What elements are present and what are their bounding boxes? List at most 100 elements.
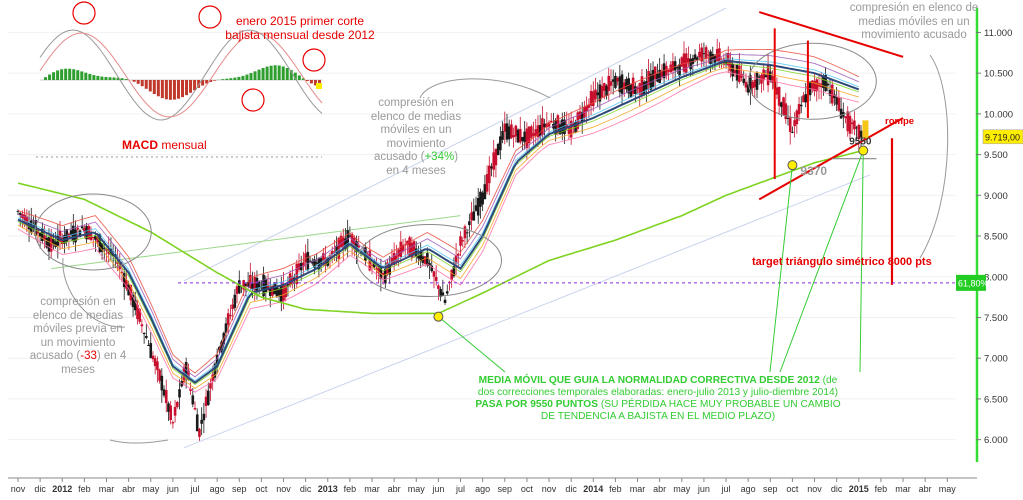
candle-body [767, 64, 770, 85]
macd-bar [278, 66, 281, 80]
left-compression-prefix: acusado ( [30, 350, 81, 362]
candle-body [424, 256, 427, 264]
macd-bar [270, 66, 273, 80]
candle-body [689, 59, 692, 69]
candle-body [238, 280, 241, 293]
macd-bar [56, 70, 59, 80]
candle-body [231, 304, 234, 309]
level-label: 61,80% [958, 278, 989, 288]
x-tick-label-21: ago [475, 484, 490, 494]
candle-body [437, 285, 440, 288]
candle-body [459, 236, 462, 245]
candle-body [541, 118, 544, 135]
x-tick-label-39: feb [875, 484, 888, 494]
candle-body [229, 315, 232, 316]
candle-body [174, 407, 177, 416]
candle-body [680, 57, 683, 66]
x-tick-label-35: oct [786, 484, 799, 494]
candle-body [780, 102, 783, 106]
candle-body [694, 54, 697, 59]
target-text: target triángulo simétrico 8000 pts [752, 256, 952, 269]
gray-leader-right [920, 55, 948, 258]
x-tick-label-20: jul [455, 484, 465, 494]
candle-body [804, 94, 807, 102]
x-tick-label-15: feb [344, 484, 357, 494]
candle-body [526, 129, 529, 149]
symmetric-triangle [178, 12, 955, 285]
candle-body [172, 422, 175, 423]
right-compression-line-1: compresión en elenco de [836, 2, 992, 16]
macd-bar [169, 80, 172, 100]
macd-bar [237, 77, 240, 80]
candle-body [782, 97, 785, 115]
candle-body [103, 248, 106, 249]
x-tick-label-32: jul [721, 484, 731, 494]
candle-body [276, 286, 279, 296]
macd-bar [249, 73, 252, 80]
macd-circle-3 [303, 49, 325, 71]
y-tick-label-2: 10.000 [984, 109, 1013, 120]
candle-body [665, 66, 668, 76]
candle-body [315, 262, 318, 264]
x-tick-label-23: oct [521, 484, 534, 494]
x-tick-label-40: mar [895, 484, 911, 494]
candle-body [731, 64, 734, 76]
candle-body [519, 129, 522, 142]
candle-body [517, 130, 520, 143]
x-tick-label-30: may [673, 484, 691, 494]
macd-bar [76, 70, 79, 80]
ma-note-rest-1: (de [820, 375, 838, 386]
macd-bar [225, 79, 228, 80]
candle-body [754, 80, 757, 87]
x-tick-label-25: dic [565, 484, 577, 494]
y-tick-label-7: 7.500 [984, 313, 1008, 324]
macd-bar [306, 80, 309, 81]
candle-body [141, 324, 144, 326]
macd-label: MACD mensual [122, 138, 232, 152]
candle-body [756, 73, 759, 90]
left-compression-line-4: un movimiento [20, 337, 136, 351]
candle-body [488, 166, 491, 184]
candle-body [532, 133, 535, 136]
x-tick-label-19: jun [431, 484, 444, 494]
x-tick-label-6: may [142, 484, 160, 494]
y-tick-label-8: 7.000 [984, 354, 1008, 365]
macd-bar [44, 77, 47, 80]
macd-bar [229, 78, 232, 80]
macd-bar [137, 80, 140, 84]
candle-body [667, 70, 670, 72]
x-tick-label-34: sep [763, 484, 778, 494]
candle-body [530, 126, 533, 137]
mid-compression-line-3: móviles en un [356, 124, 476, 138]
macd-bar [241, 76, 244, 80]
candle-body [605, 86, 608, 96]
candle-body [844, 116, 847, 118]
candle-body [676, 67, 679, 68]
candle-body [349, 235, 352, 236]
macd-bar [274, 65, 277, 80]
macd-bar [157, 80, 160, 96]
candle-body [503, 124, 506, 132]
candle-body [751, 82, 754, 88]
candle-body [840, 109, 843, 119]
candle-body [769, 71, 772, 80]
macd-bar [165, 80, 168, 99]
rompe-label: rompe [885, 116, 917, 127]
macd-bar [282, 66, 285, 80]
candle-body [827, 84, 830, 86]
macd-bar [72, 69, 75, 80]
candle-body [508, 127, 511, 140]
candle-body [156, 361, 159, 370]
y-axis: 11.00010.50010.0009.5009.0008.5008.0007.… [956, 8, 1023, 462]
candle-body [477, 198, 480, 216]
macd-bar [161, 80, 164, 98]
candle-body [464, 226, 467, 238]
right-compression-line-2: medias móviles en un [836, 16, 992, 30]
candle-body [234, 295, 237, 308]
candle-body [742, 79, 745, 83]
macd-bar [233, 78, 236, 80]
candle-body [486, 174, 489, 192]
candle-body [745, 82, 748, 88]
candle-body [194, 408, 197, 409]
y-tick-label-4: 9.000 [984, 191, 1008, 202]
